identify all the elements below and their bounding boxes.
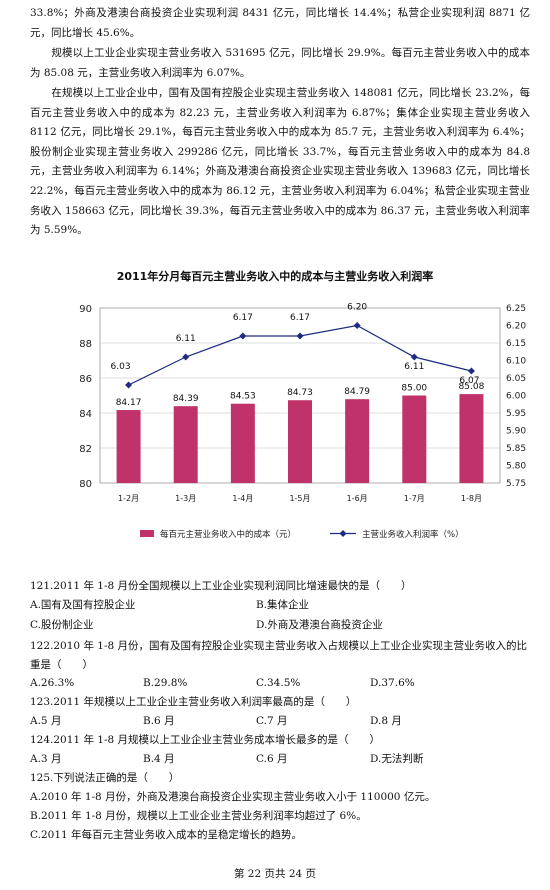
bar xyxy=(345,399,370,483)
bar-value-label: 84.73 xyxy=(287,388,313,398)
x-tick-label: 1-3月 xyxy=(175,494,196,503)
bar xyxy=(402,395,427,483)
line-value-label: 6.20 xyxy=(347,303,367,313)
line-value-label: 6.03 xyxy=(111,362,131,372)
legend-bar-swatch xyxy=(140,530,154,537)
bar-value-label: 84.39 xyxy=(173,394,199,404)
y-right-tick-label: 6.25 xyxy=(506,304,526,314)
option-c[interactable]: C.34.5% xyxy=(256,677,301,689)
paragraph-2: 规模以上工业企业实现主营业务收入 531695 亿元，同比增长 29.9%。每百… xyxy=(30,47,530,79)
question-124: 124.2011 年 1-8 月规模以上工业企业主营业务成本增长最多的是（ ） xyxy=(30,734,381,746)
y-right-tick-label: 6.00 xyxy=(506,392,526,402)
question-125: 125.下列说法正确的是（ ） xyxy=(30,772,180,784)
x-tick-label: 1-2月 xyxy=(118,494,139,503)
y-right-tick-label: 6.10 xyxy=(506,357,526,367)
line-value-label: 6.11 xyxy=(176,334,196,344)
line-point xyxy=(125,381,133,389)
bar-value-label: 84.53 xyxy=(230,392,256,402)
y-right-tick-label: 5.75 xyxy=(506,479,526,489)
x-tick-label: 1-7月 xyxy=(404,494,425,503)
option-a[interactable]: A.国有及国有控股企业 xyxy=(30,599,136,611)
bar xyxy=(288,400,312,483)
option-b[interactable]: B.4 月 xyxy=(143,753,175,765)
option-b[interactable]: B.集体企业 xyxy=(256,599,310,611)
bar-value-label: 85.00 xyxy=(401,384,427,394)
chart: 2011年分月每百元主营业务收入中的成本与主营业务收入利润率 80 82 84 86 8… xyxy=(0,268,550,556)
y-right-tick-label: 6.15 xyxy=(506,339,526,349)
paragraph-3: 在规模以上工业企业中，国有及国有控股企业实现主营业务收入 148081 亿元，同… xyxy=(30,87,530,237)
chart-title: 2011年分月每百元主营业务收入中的成本与主营业务收入利润率 xyxy=(116,270,434,283)
bar xyxy=(116,410,141,483)
option-c[interactable]: C.6 月 xyxy=(256,753,288,765)
option-d[interactable]: D.37.6% xyxy=(370,677,415,689)
option-d[interactable]: D.8 月 xyxy=(370,715,402,727)
y-right-tick-label: 5.90 xyxy=(506,427,526,437)
question-121: 121.2011 年 1-8 月份全国规模以上工业企业实现利润同比增速最快的是（… xyxy=(30,580,412,592)
option-b[interactable]: B.29.8% xyxy=(143,677,188,689)
line-point xyxy=(353,322,361,329)
line-point xyxy=(410,353,418,361)
y-left-tick-label: 88 xyxy=(79,339,92,350)
line-point xyxy=(467,367,475,375)
option-d[interactable]: D.无法判断 xyxy=(370,753,424,765)
line-point xyxy=(239,332,247,340)
y-left-tick-label: 84 xyxy=(79,409,92,420)
x-tick-label: 1-5月 xyxy=(289,494,310,503)
bar-value-label: 85.08 xyxy=(459,382,485,392)
y-right-tick-label: 5.85 xyxy=(506,444,526,454)
line-value-label: 6.11 xyxy=(404,362,424,372)
y-right-tick-label: 5.80 xyxy=(506,462,526,472)
option-c[interactable]: C.股份制企业 xyxy=(30,619,94,631)
option-a[interactable]: A.26.3% xyxy=(30,677,75,689)
bar xyxy=(173,406,198,483)
option-c[interactable]: C.2011 年每百元主营业务收入成本的呈稳定增长的趋势。 xyxy=(30,829,303,841)
page-footer: 第 22 页共 24 页 xyxy=(233,868,317,880)
option-b[interactable]: B.6 月 xyxy=(143,715,175,727)
chart-svg: 80 82 84 86 88 90 5.75 5.80 5.85 5.90 5.95 6.00 6.05… xyxy=(79,303,526,541)
question-122: 122.2010 年 1-8 月份，国有及国有控股企业实现主营业务收入占规模以上… xyxy=(30,640,528,671)
y-left-tick-label: 90 xyxy=(79,304,92,315)
x-tick-label: 1-6月 xyxy=(347,494,368,503)
bar xyxy=(459,394,484,483)
y-left-tick-label: 82 xyxy=(79,444,92,455)
option-c[interactable]: C.7 月 xyxy=(256,715,288,727)
line-value-label: 6.17 xyxy=(290,313,310,323)
y-right-tick-label: 5.95 xyxy=(506,409,526,419)
legend-line-label: 主营业务收入利润率（%） xyxy=(362,529,464,540)
legend-line-marker xyxy=(339,530,347,537)
line-point xyxy=(296,332,304,340)
bar-value-label: 84.17 xyxy=(116,398,142,408)
bar-value-label: 84.79 xyxy=(344,387,370,397)
option-a[interactable]: A.3 月 xyxy=(30,753,62,765)
line-value-label: 6.17 xyxy=(233,313,253,323)
line-value-label: 6.07 xyxy=(459,376,479,386)
bar xyxy=(230,403,255,483)
option-b[interactable]: B.2011 年 1-8 月份，规模以上工业企业主营业务利润率均超过了 6%。 xyxy=(30,810,367,822)
option-a[interactable]: A.2010 年 1-8 月份，外商及港澳台商投资企业实现主营业务收入小于 11… xyxy=(30,791,436,803)
option-d[interactable]: D.外商及港澳台商投资企业 xyxy=(256,619,383,631)
y-right-tick-label: 6.05 xyxy=(506,374,526,384)
x-tick-label: 1-4月 xyxy=(232,494,253,503)
line-point xyxy=(182,353,190,361)
x-tick-label: 1-8月 xyxy=(461,494,482,503)
paragraph-1: 33.8%；外商及港澳台商投资企业实现利润 8431 亿元，同比增长 14.4%… xyxy=(30,7,530,39)
y-right-tick-label: 6.20 xyxy=(506,322,526,332)
option-a[interactable]: A.5 月 xyxy=(30,715,62,727)
legend-bar-label: 每百元主营业务收入中的成本（元） xyxy=(160,529,296,540)
y-left-tick-label: 80 xyxy=(79,479,92,490)
question-123: 123.2011 年规模以上工业企业主营业务收入利润率最高的是（ ） xyxy=(30,696,357,708)
y-left-tick-label: 86 xyxy=(79,374,92,385)
